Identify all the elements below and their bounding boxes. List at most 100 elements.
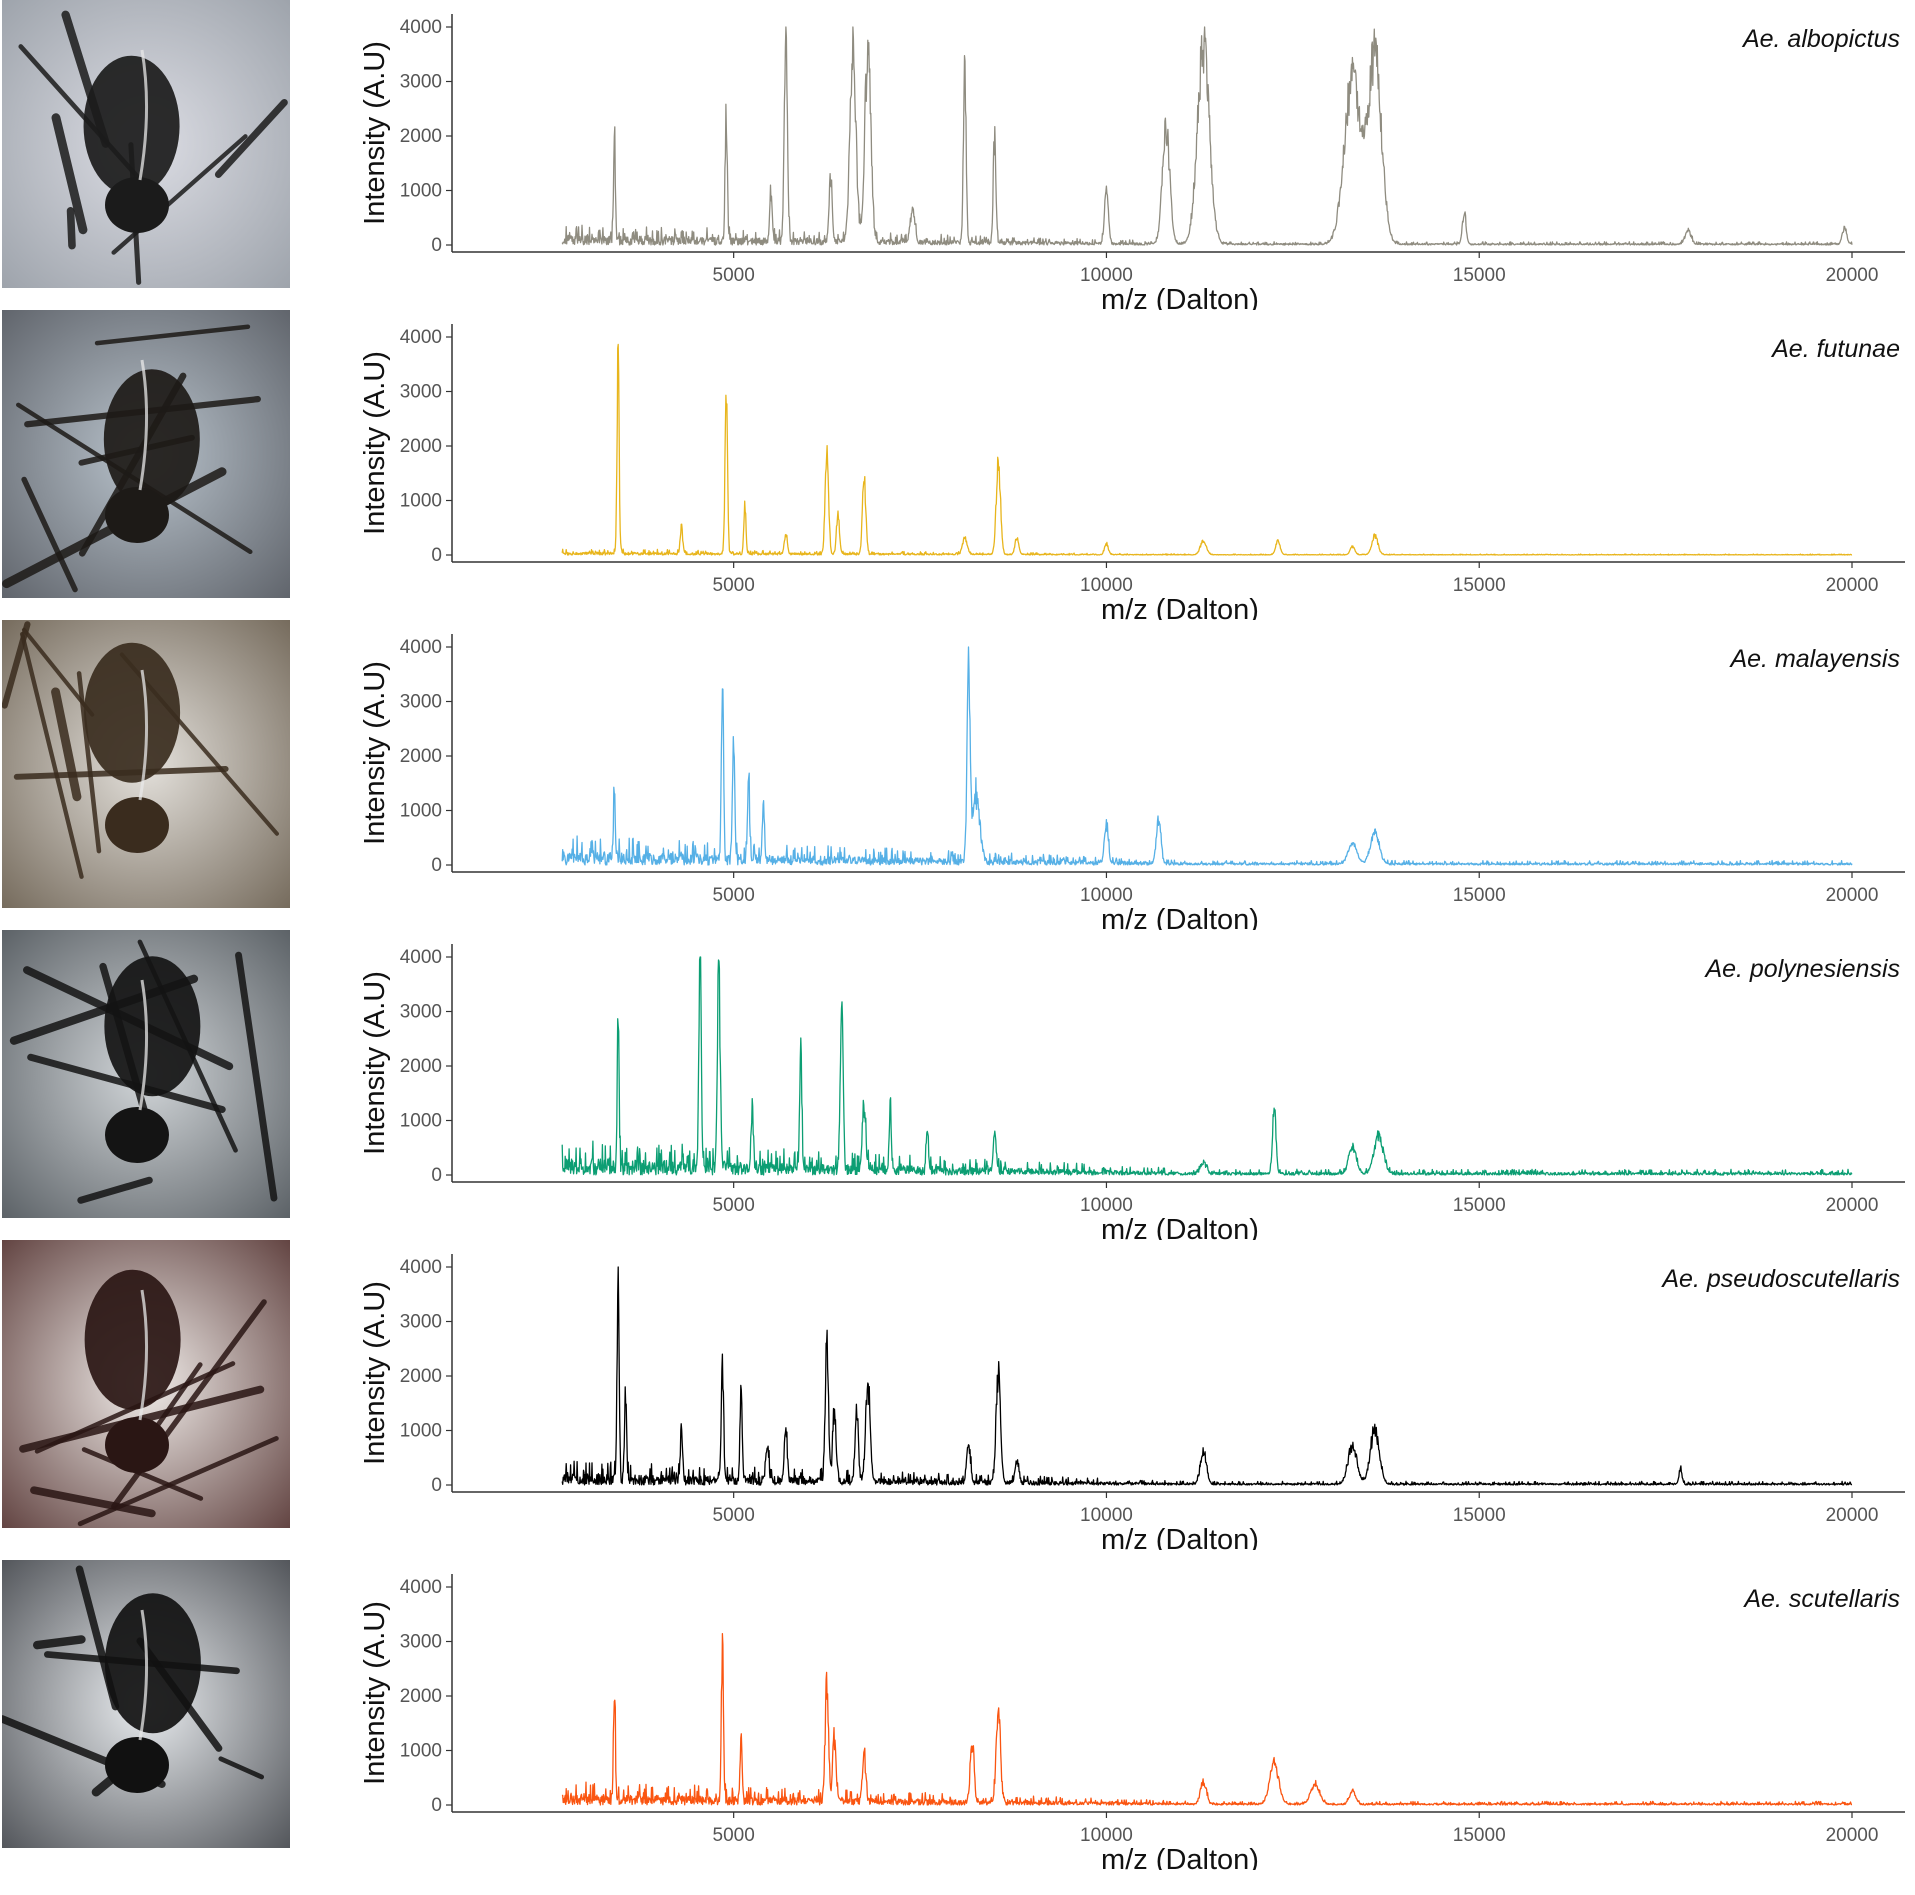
y-tick-label: 1000	[400, 801, 442, 822]
x-tick-label: 20000	[1826, 1505, 1879, 1526]
chart-svg: 0 1000 2000 3000 4000 5000 10000 15000 20000 m/z …	[359, 1574, 1905, 1870]
species-label: Ae. scutellaris	[1742, 1585, 1900, 1613]
y-tick-label: 0	[431, 235, 442, 256]
y-tick-label: 0	[431, 1165, 442, 1186]
x-tick-label: 20000	[1826, 1825, 1879, 1846]
x-tick-label: 5000	[713, 575, 755, 596]
spectrum-line	[561, 343, 1853, 556]
y-tick-label: 4000	[400, 1577, 442, 1598]
species-label: Ae. malayensis	[1728, 645, 1900, 673]
spectrum-line	[561, 26, 1853, 246]
spectrum-panel: 0 1000 2000 3000 4000 5000 10000 15000 20000 m/z …	[0, 1560, 1915, 1870]
x-tick-label: 10000	[1080, 1195, 1133, 1216]
mosquito-photo-icon	[2, 930, 290, 1218]
x-tick-label: 10000	[1080, 265, 1133, 286]
spectrum-panel: 0 1000 2000 3000 4000 5000 10000 15000 20000 m/z …	[0, 310, 1915, 620]
y-tick-label: 2000	[400, 1686, 442, 1707]
spectrum-chart: 0 1000 2000 3000 4000 5000 10000 15000 20000 m/z …	[350, 0, 1910, 310]
mosquito-photo-icon	[2, 1560, 290, 1848]
spectrum-chart: 0 1000 2000 3000 4000 5000 10000 15000 20000 m/z …	[350, 620, 1910, 930]
x-tick-label: 15000	[1453, 885, 1506, 906]
chart-svg: 0 1000 2000 3000 4000 5000 10000 15000 20000 m/z …	[359, 324, 1905, 620]
y-tick-label: 1000	[400, 1741, 442, 1762]
x-tick-label: 20000	[1826, 885, 1879, 906]
species-label: Ae. futunae	[1770, 335, 1900, 363]
y-tick-label: 3000	[400, 1312, 442, 1333]
species-label: Ae. pseudoscutellaris	[1660, 1265, 1900, 1293]
chart-svg: 0 1000 2000 3000 4000 5000 10000 15000 20000 m/z …	[359, 944, 1905, 1240]
x-axis-title: m/z (Dalton)	[1101, 1524, 1259, 1550]
y-tick-label: 3000	[400, 1632, 442, 1653]
chart-svg: 0 1000 2000 3000 4000 5000 10000 15000 20000 m/z …	[359, 634, 1905, 930]
y-axis-title: Intensity (A.U)	[359, 351, 391, 535]
spectrum-line	[561, 956, 1853, 1176]
spectrum-chart: 0 1000 2000 3000 4000 5000 10000 15000 20000 m/z …	[350, 1240, 1910, 1550]
spectrum-chart: 0 1000 2000 3000 4000 5000 10000 15000 20000 m/z …	[350, 930, 1910, 1240]
spectrum-line	[561, 1266, 1853, 1486]
mosquito-photo-icon	[2, 310, 290, 598]
x-tick-label: 10000	[1080, 1505, 1133, 1526]
y-axis-title: Intensity (A.U)	[359, 661, 391, 845]
spectrum-chart: 0 1000 2000 3000 4000 5000 10000 15000 20000 m/z …	[350, 1560, 1910, 1870]
x-axis-title: m/z (Dalton)	[1101, 1844, 1259, 1870]
spectrum-line	[561, 646, 1853, 866]
x-tick-label: 5000	[713, 265, 755, 286]
x-tick-label: 5000	[713, 885, 755, 906]
y-axis-title: Intensity (A.U)	[359, 41, 391, 225]
x-axis-title: m/z (Dalton)	[1101, 904, 1259, 930]
spectrum-panel: 0 1000 2000 3000 4000 5000 10000 15000 20000 m/z …	[0, 1240, 1915, 1550]
y-tick-label: 0	[431, 545, 442, 566]
y-tick-label: 3000	[400, 72, 442, 93]
mosquito-photo-icon	[2, 1240, 290, 1528]
y-tick-label: 4000	[400, 327, 442, 348]
x-tick-label: 20000	[1826, 575, 1879, 596]
y-tick-label: 0	[431, 855, 442, 876]
y-tick-label: 3000	[400, 692, 442, 713]
y-axis-title: Intensity (A.U)	[359, 971, 391, 1155]
x-tick-label: 10000	[1080, 1825, 1133, 1846]
y-tick-label: 2000	[400, 436, 442, 457]
y-tick-label: 4000	[400, 1257, 442, 1278]
species-label: Ae. albopictus	[1741, 25, 1900, 53]
chart-svg: 0 1000 2000 3000 4000 5000 10000 15000 20000 m/z …	[359, 14, 1905, 310]
y-tick-label: 1000	[400, 491, 442, 512]
spectrum-line	[561, 1632, 1853, 1806]
y-tick-label: 2000	[400, 126, 442, 147]
x-tick-label: 10000	[1080, 885, 1133, 906]
y-axis-title: Intensity (A.U)	[359, 1601, 391, 1785]
spectrum-panel: 0 1000 2000 3000 4000 5000 10000 15000 20000 m/z …	[0, 620, 1915, 930]
mosquito-photo-icon	[2, 620, 290, 908]
spectrum-panel: 0 1000 2000 3000 4000 5000 10000 15000 20000 m/z …	[0, 930, 1915, 1240]
y-tick-label: 4000	[400, 637, 442, 658]
y-tick-label: 1000	[400, 1111, 442, 1132]
spectrum-chart: 0 1000 2000 3000 4000 5000 10000 15000 20000 m/z …	[350, 310, 1910, 620]
species-label: Ae. polynesiensis	[1703, 955, 1900, 983]
y-tick-label: 4000	[400, 947, 442, 968]
y-tick-label: 4000	[400, 17, 442, 38]
x-tick-label: 5000	[713, 1195, 755, 1216]
x-tick-label: 15000	[1453, 265, 1506, 286]
x-tick-label: 15000	[1453, 1195, 1506, 1216]
y-tick-label: 1000	[400, 181, 442, 202]
y-tick-label: 2000	[400, 1056, 442, 1077]
spectrum-panel: 0 1000 2000 3000 4000 5000 10000 15000 20000 m/z …	[0, 0, 1915, 310]
chart-svg: 0 1000 2000 3000 4000 5000 10000 15000 20000 m/z …	[359, 1254, 1905, 1550]
x-tick-label: 5000	[713, 1505, 755, 1526]
x-tick-label: 5000	[713, 1825, 755, 1846]
y-tick-label: 0	[431, 1795, 442, 1816]
y-tick-label: 2000	[400, 1366, 442, 1387]
y-tick-label: 3000	[400, 1002, 442, 1023]
x-tick-label: 20000	[1826, 1195, 1879, 1216]
x-tick-label: 15000	[1453, 1825, 1506, 1846]
x-tick-label: 10000	[1080, 575, 1133, 596]
y-axis-title: Intensity (A.U)	[359, 1281, 391, 1465]
x-axis-title: m/z (Dalton)	[1101, 594, 1259, 620]
x-axis-title: m/z (Dalton)	[1101, 284, 1259, 310]
x-tick-label: 20000	[1826, 265, 1879, 286]
x-tick-label: 15000	[1453, 1505, 1506, 1526]
y-tick-label: 1000	[400, 1421, 442, 1442]
y-tick-label: 0	[431, 1475, 442, 1496]
x-axis-title: m/z (Dalton)	[1101, 1214, 1259, 1240]
x-tick-label: 15000	[1453, 575, 1506, 596]
